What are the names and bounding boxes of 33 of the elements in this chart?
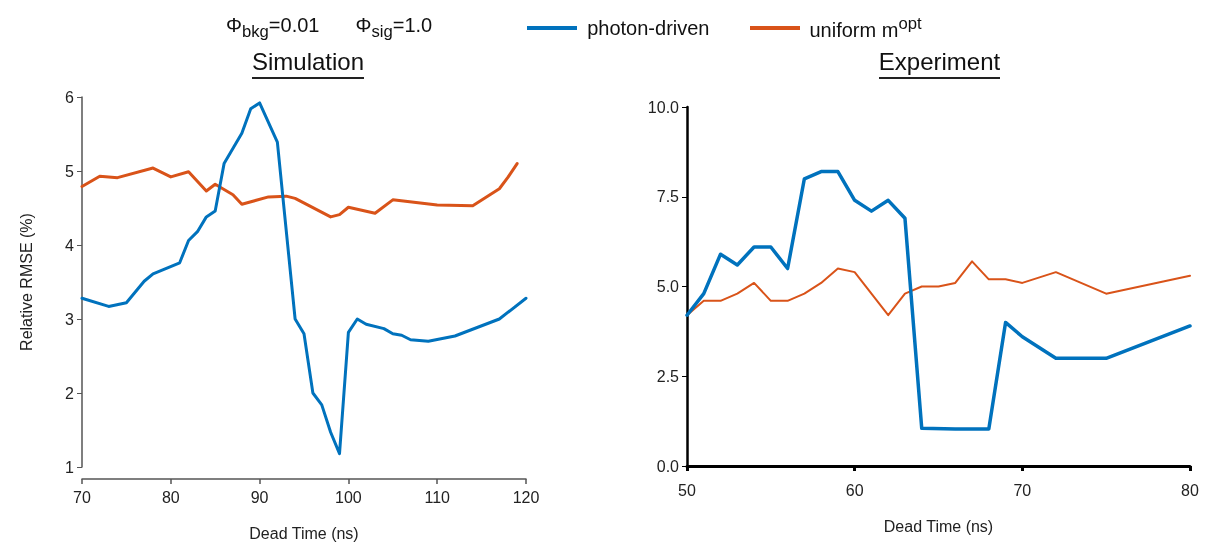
y-axis-title: Relative RMSE (%) bbox=[17, 213, 35, 351]
y-tick-label: 2 bbox=[65, 384, 75, 402]
x-tick-label: 110 bbox=[424, 488, 451, 506]
y-tick-label: 5.0 bbox=[656, 278, 680, 295]
legend-label: photon-driven bbox=[587, 16, 710, 40]
legend-label: uniform m$^{opt}$ bbox=[809, 14, 922, 42]
y-tick-label: 2.5 bbox=[656, 367, 680, 385]
x-tick-label: 70 bbox=[1013, 481, 1032, 499]
line-series bbox=[685, 169, 1192, 431]
x-axis-title: Dead Time (ns) bbox=[883, 517, 994, 535]
x-tick-label: 100 bbox=[335, 488, 362, 506]
x-tick-label: 60 bbox=[845, 481, 864, 499]
chart-title: Experiment bbox=[878, 48, 1001, 79]
chart-title: Simulation bbox=[251, 48, 365, 79]
x-tick-label: 50 bbox=[678, 481, 696, 499]
y-tick-label: 7.5 bbox=[656, 188, 680, 206]
y-tick-label: 6 bbox=[65, 88, 75, 106]
x-tick-label: 80 bbox=[1181, 481, 1199, 499]
x-tick-label: 120 bbox=[512, 488, 540, 506]
text: Φ$_{bkg}$=0.01 bbox=[226, 14, 320, 42]
x-tick-label: 90 bbox=[250, 488, 269, 506]
text: Φ$_{sig}$=1.0 bbox=[355, 14, 433, 42]
y-tick-label: 3 bbox=[65, 310, 75, 328]
x-axis-title: Dead Time (ns) bbox=[249, 524, 359, 542]
y-tick-label: 4 bbox=[65, 236, 75, 254]
x-tick-label: 70 bbox=[73, 488, 91, 506]
y-tick-label: 5 bbox=[65, 162, 75, 180]
line-series bbox=[80, 101, 528, 456]
y-tick-label: 10.0 bbox=[647, 98, 680, 116]
y-tick-label: 1 bbox=[65, 458, 75, 476]
y-tick-label: 0.0 bbox=[656, 457, 680, 475]
line-series bbox=[80, 162, 519, 219]
x-tick-label: 80 bbox=[161, 488, 180, 506]
